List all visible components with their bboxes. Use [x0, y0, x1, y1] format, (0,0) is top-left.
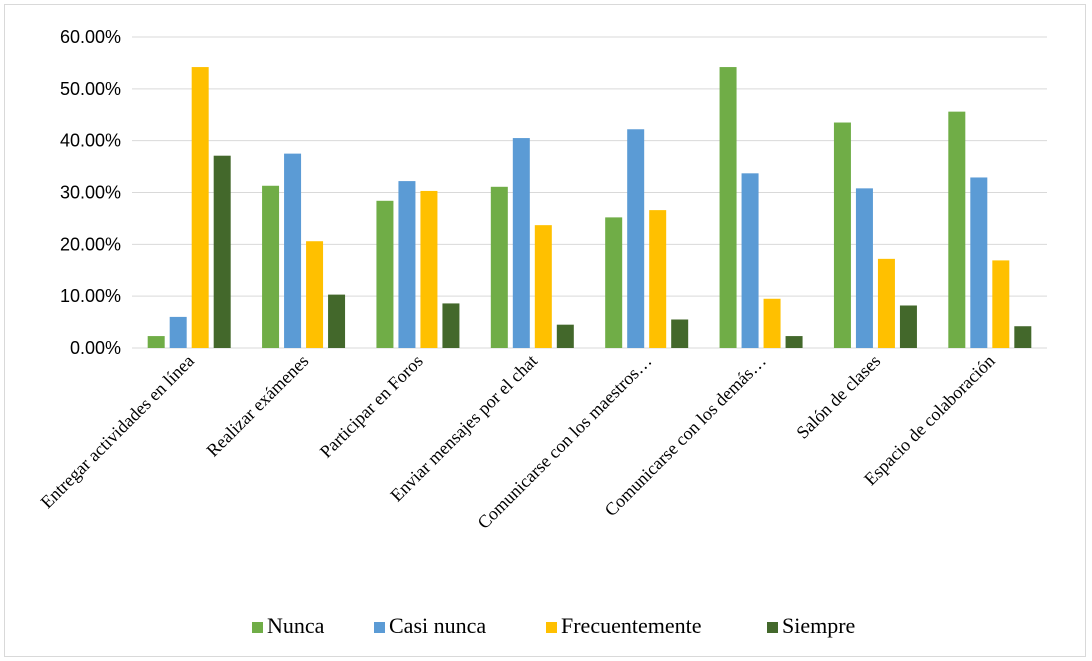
bar [627, 129, 645, 348]
legend-label: Casi nunca [389, 613, 486, 638]
bar [147, 336, 165, 348]
bar [970, 177, 988, 348]
x-axis-tick-labels: Entregar actividades en línea Realizar ex… [37, 351, 999, 533]
legend-swatch [374, 622, 385, 633]
legend-swatch [252, 622, 263, 633]
bar [948, 111, 966, 348]
bar [306, 241, 324, 348]
legend-label: Nunca [267, 613, 325, 638]
bar [899, 305, 917, 348]
bar [169, 316, 187, 348]
legend: Nunca Casi nunca Frecuentemente Siempre [252, 613, 855, 638]
y-tick-label: 0.00% [70, 338, 121, 358]
bar [1014, 326, 1032, 348]
legend-swatch [546, 622, 557, 633]
x-tick-label: Realizar exámenes [202, 351, 312, 461]
bar [328, 294, 346, 348]
bars [147, 67, 1032, 349]
bar [512, 138, 530, 348]
x-tick-label: Participar en Foros [316, 351, 427, 462]
y-tick-label: 60.00% [60, 27, 121, 47]
x-tick-label: Entregar actividades en línea [37, 351, 199, 513]
x-tick-label: Espacio de colaboración [860, 351, 999, 490]
bar [442, 303, 460, 348]
y-tick-label: 50.00% [60, 79, 121, 99]
bar [398, 181, 416, 348]
y-axis-tick-labels: 0.00% 10.00% 20.00% 30.00% 40.00% 50.00% 60.00… [60, 27, 121, 358]
bar [534, 225, 552, 348]
bar [671, 319, 689, 348]
bar [992, 260, 1010, 348]
bar [877, 258, 895, 348]
bar [719, 67, 737, 349]
y-tick-label: 20.00% [60, 234, 121, 254]
bar [605, 217, 623, 348]
legend-swatch [767, 622, 778, 633]
bar [763, 298, 781, 348]
legend-label: Siempre [782, 613, 855, 638]
bar [376, 200, 394, 348]
bar [833, 122, 851, 349]
y-tick-label: 30.00% [60, 183, 121, 203]
y-tick-label: 10.00% [60, 286, 121, 306]
bar [213, 155, 231, 348]
x-tick-label: Salón de clases [792, 351, 884, 443]
bar [284, 153, 302, 348]
bar [191, 67, 209, 349]
bar [420, 190, 438, 348]
bar [649, 210, 667, 348]
bar [785, 336, 803, 348]
bar [262, 185, 280, 348]
bar [741, 173, 759, 348]
y-tick-label: 40.00% [60, 131, 121, 151]
legend-label: Frecuentemente [561, 613, 702, 638]
bar [855, 188, 873, 348]
bar [490, 186, 508, 348]
bar [556, 324, 574, 348]
